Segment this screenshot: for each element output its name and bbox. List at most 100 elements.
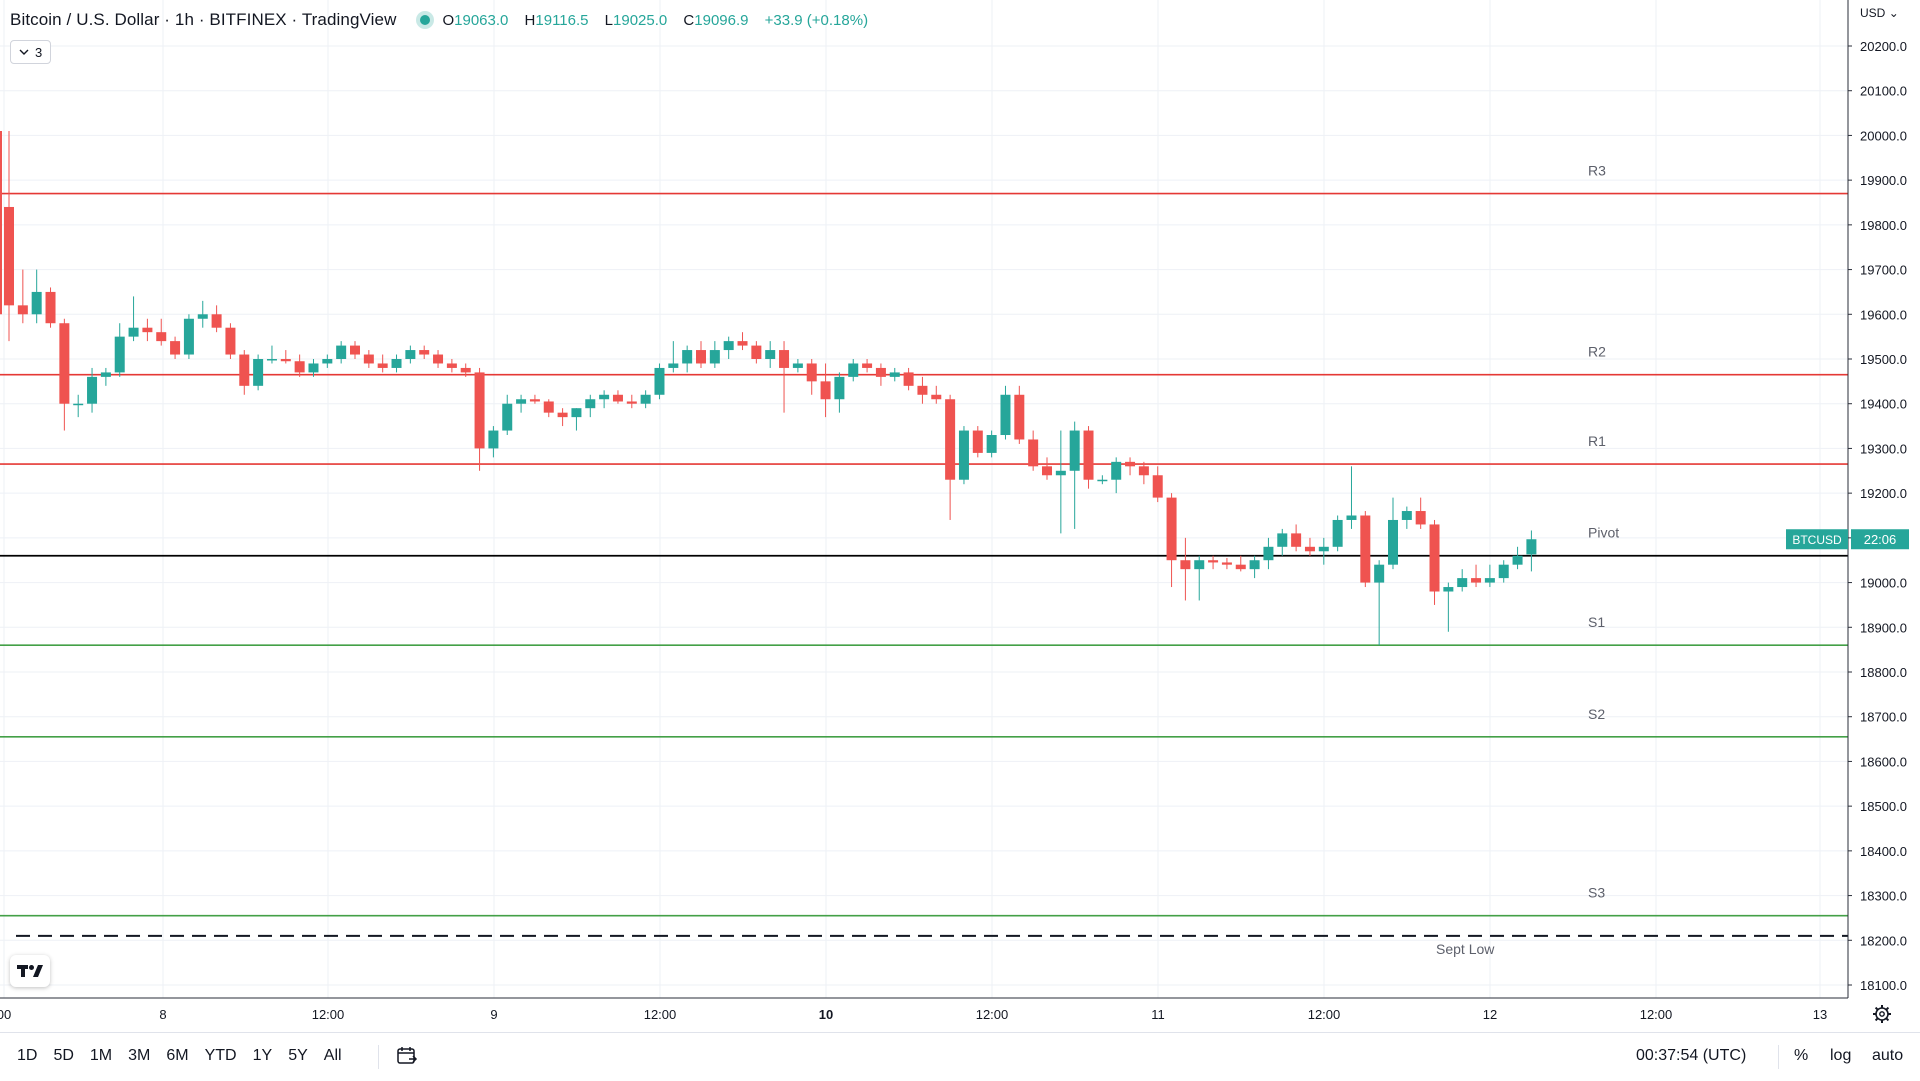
- candle-body: [1166, 497, 1177, 561]
- candle-body: [945, 399, 956, 480]
- candle-bullish: [1277, 528, 1288, 556]
- chevron-down-icon: ⌄: [1888, 6, 1899, 20]
- range-all-button[interactable]: All: [323, 1047, 342, 1064]
- range-1m-button[interactable]: 1M: [89, 1047, 113, 1064]
- candle-bullish: [73, 394, 84, 418]
- candle-body: [1443, 587, 1454, 592]
- candle-body: [958, 430, 969, 480]
- candle-body: [433, 354, 444, 364]
- candle-bearish: [945, 394, 956, 520]
- range-5y-button[interactable]: 5Y: [288, 1047, 308, 1064]
- candle-bullish: [197, 300, 208, 328]
- candle-bearish: [612, 390, 623, 404]
- price-tick-label: 19300.0: [1860, 441, 1907, 456]
- price-tick-label: 18500.0: [1860, 799, 1907, 814]
- candle-bullish: [253, 354, 264, 391]
- price-chart[interactable]: R3 R2 R1 Pivot S1 S2 S3 Sept Low 20200.0 20100.0…: [0, 0, 1920, 1032]
- candle-bearish: [363, 350, 374, 368]
- candle-body: [1055, 470, 1066, 476]
- time-tick-label: 10: [819, 1007, 833, 1022]
- candle-body: [1512, 555, 1523, 565]
- time-tick-label: 12:00: [976, 1007, 1009, 1022]
- candle-bearish: [972, 426, 983, 458]
- candle-bullish: [1443, 582, 1454, 632]
- symbol-tag-text: BTCUSD: [1792, 533, 1842, 547]
- price-tick-label: 19900.0: [1860, 173, 1907, 188]
- range-6m-button[interactable]: 6M: [166, 1047, 189, 1064]
- price-tick-label: 18800.0: [1860, 665, 1907, 680]
- toolbar-divider: [378, 1045, 379, 1069]
- candle-body: [446, 363, 457, 368]
- time-tick-label: 12: [1483, 1007, 1497, 1022]
- candle-body: [654, 367, 665, 395]
- candle-body: [280, 359, 291, 362]
- candle-bearish: [1152, 466, 1163, 503]
- candle-bearish: [1180, 537, 1191, 601]
- candle-bearish: [1166, 493, 1177, 588]
- symbol-legend[interactable]: Bitcoin / U.S. Dollar · 1h · BITFINEX · …: [10, 10, 874, 30]
- price-tick-label: 18200.0: [1860, 933, 1907, 948]
- utc-clock[interactable]: 00:37:54 (UTC): [1636, 1047, 1747, 1064]
- candle-body: [571, 408, 582, 418]
- candle-body: [336, 345, 347, 359]
- level-label-s3: S3: [1588, 885, 1605, 901]
- calendar-range-icon[interactable]: [396, 1045, 418, 1072]
- candle-body: [1014, 394, 1025, 440]
- candle-bearish: [419, 345, 430, 359]
- candle-bearish: [862, 359, 873, 373]
- candle-body: [377, 363, 388, 368]
- price-axis: 20200.0 20100.0 20000.0 19900.0 19800.0 19700…: [1847, 0, 1920, 1032]
- candle-body: [1042, 466, 1052, 476]
- candle-body: [1180, 560, 1191, 570]
- candle-bearish: [1429, 519, 1440, 605]
- candle-bullish: [668, 341, 679, 373]
- candle-body: [419, 350, 430, 355]
- time-tick-label: 00: [0, 1007, 11, 1022]
- candle-body: [1346, 515, 1357, 520]
- countdown-tag: [1851, 529, 1909, 550]
- indicators-collapse-button[interactable]: 3: [10, 40, 52, 64]
- candle-bearish: [1471, 564, 1482, 588]
- candle-bearish: [626, 394, 637, 409]
- level-label-sept-low: Sept Low: [1436, 941, 1495, 957]
- candle-bullish: [640, 390, 651, 409]
- candle-body: [862, 363, 873, 368]
- candle-body: [792, 363, 803, 368]
- candle-body: [1332, 519, 1343, 547]
- candle-body: [17, 305, 28, 315]
- candle-body: [1401, 511, 1412, 520]
- candle-body: [1429, 524, 1440, 592]
- level-label-s2: S2: [1588, 706, 1605, 722]
- level-label-s1: S1: [1588, 614, 1605, 630]
- settings-gear-icon[interactable]: [1873, 1005, 1891, 1023]
- candle-body: [1526, 539, 1537, 555]
- level-label-r1: R1: [1588, 433, 1606, 449]
- range-ytd-button[interactable]: YTD: [204, 1047, 237, 1064]
- candle-bullish: [1388, 497, 1398, 570]
- range-1d-button[interactable]: 1D: [17, 1047, 38, 1064]
- log-scale-toggle[interactable]: log: [1830, 1047, 1852, 1064]
- range-3m-button[interactable]: 3M: [128, 1047, 151, 1064]
- symbol-title[interactable]: Bitcoin / U.S. Dollar · 1h · BITFINEX · …: [10, 10, 397, 29]
- candle-body: [211, 314, 222, 328]
- candle-body: [59, 323, 70, 404]
- percent-scale-toggle[interactable]: %: [1794, 1047, 1809, 1064]
- candle-bullish: [128, 296, 139, 342]
- candle-body: [363, 354, 374, 364]
- currency-selector[interactable]: USD ⌄: [1860, 6, 1899, 20]
- tradingview-logo-icon[interactable]: [10, 955, 50, 987]
- candle-bearish: [1083, 426, 1094, 489]
- ohlc-values: O19063.0 H19116.5 L19025.0 C19096.9 +33.…: [442, 12, 874, 29]
- candle-bearish: [1304, 537, 1315, 556]
- candle-bullish: [1346, 466, 1357, 529]
- candle-body: [1000, 394, 1011, 436]
- range-5d-button[interactable]: 5D: [53, 1047, 74, 1064]
- range-1y-button[interactable]: 1Y: [252, 1047, 273, 1064]
- countdown-tag-text: 22:06: [1864, 532, 1897, 547]
- candle-bearish: [225, 323, 236, 359]
- auto-scale-toggle[interactable]: auto: [1872, 1047, 1904, 1064]
- candle-body: [488, 430, 499, 449]
- candle-body: [1304, 546, 1315, 552]
- candle-body: [4, 206, 14, 306]
